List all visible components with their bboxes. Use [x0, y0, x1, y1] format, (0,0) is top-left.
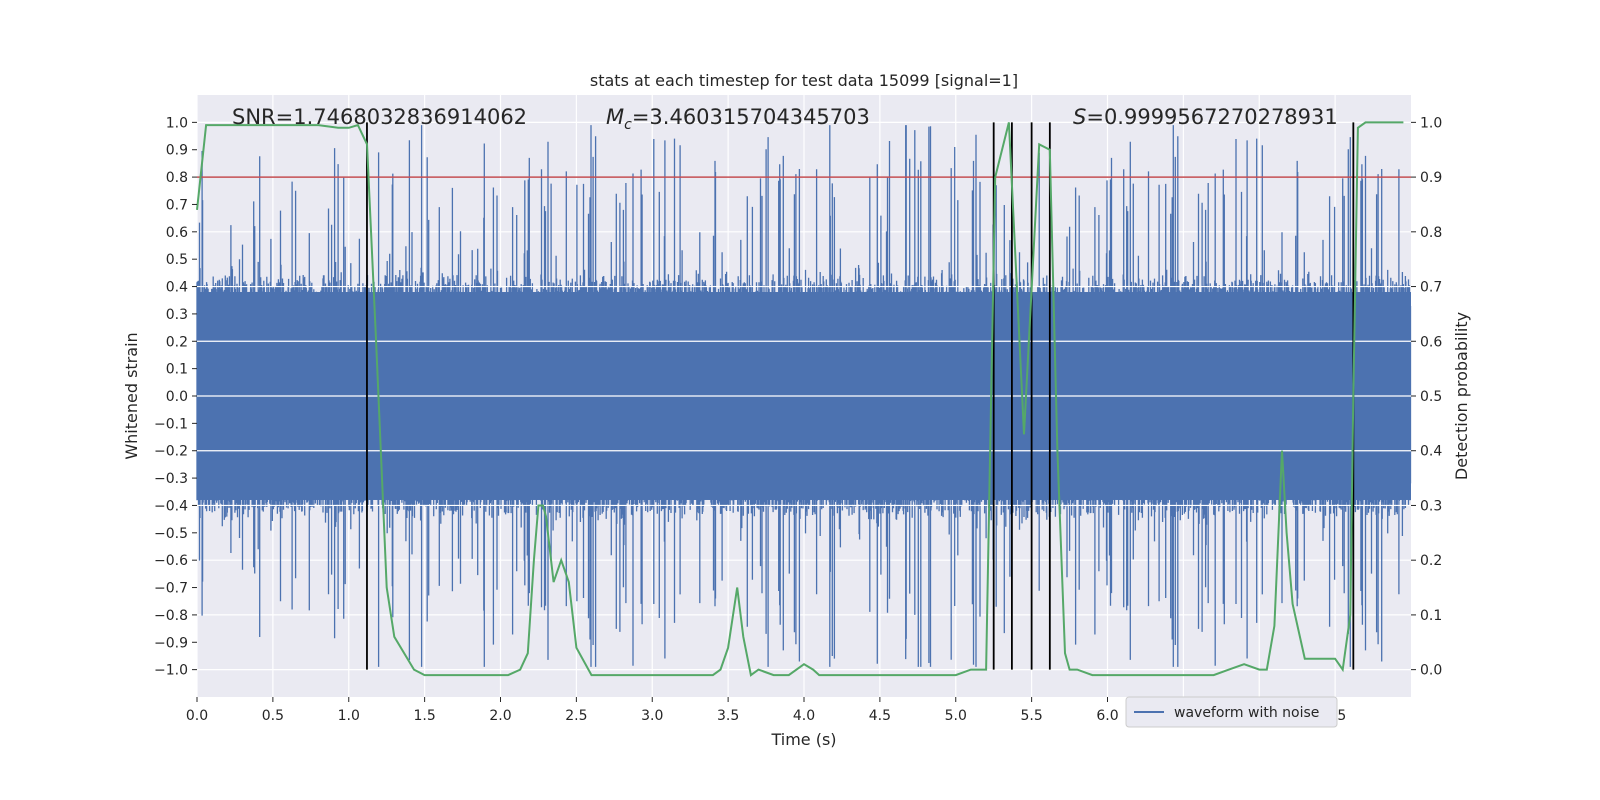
x-tick-label: 4.0: [793, 708, 815, 724]
y2-tick-label: 1.0: [1420, 115, 1442, 131]
y-tick-label: 0.2: [166, 334, 188, 350]
s-annotation: S=0.9999567270278931: [1073, 105, 1338, 129]
y2-tick-label: 0.6: [1420, 334, 1442, 350]
y-tick-label: −1.0: [154, 663, 188, 679]
y-tick-label: −0.1: [154, 416, 188, 432]
y-tick-label: 0.1: [166, 362, 188, 378]
mc-value: =3.460315704345703: [632, 105, 870, 129]
y2-axis-label: Detection probability: [1452, 312, 1471, 480]
x-tick-label: 3.0: [641, 708, 663, 724]
x-tick-label: 1.5: [413, 708, 435, 724]
s-symbol: S: [1073, 105, 1086, 129]
y2-tick-label: 0.4: [1420, 444, 1442, 460]
y2-tick-label: 0.8: [1420, 225, 1442, 241]
y-tick-label: −0.7: [154, 581, 188, 597]
x-tick-label: 1.0: [338, 708, 360, 724]
y-tick-label: 0.4: [166, 280, 188, 296]
y2-tick-label: 0.7: [1420, 280, 1442, 296]
x-tick-label: 0.0: [186, 708, 208, 724]
x-tick-label: 2.0: [489, 708, 511, 724]
y-tick-label: −0.6: [154, 553, 188, 569]
mc-subscript: c: [624, 117, 632, 133]
left-axis-ticks: 1.0 0.9 0.8 0.7 0.6 0.5 0.4 0.3 0.2 0.1 0.0 −0.1 −0.…: [154, 115, 197, 679]
y-tick-label: −0.4: [154, 498, 188, 514]
y2-tick-label: 0.2: [1420, 553, 1442, 569]
detection-probability-line: [196, 121, 1404, 677]
s-value: =0.9999567270278931: [1086, 105, 1337, 129]
y2-tick-label: 0.0: [1420, 663, 1442, 679]
y-tick-label: 0.6: [166, 225, 188, 241]
chart-title: stats at each timestep for test data 150…: [590, 71, 1018, 90]
y-tick-label: −0.9: [154, 635, 188, 651]
right-axis-ticks: 1.0 0.9 0.8 0.7 0.6 0.5 0.4 0.3 0.2 0.1 0.0: [1411, 115, 1442, 679]
x-tick-label: 5.5: [1020, 708, 1042, 724]
y-tick-label: −0.3: [154, 471, 188, 487]
x-tick-label: 3.5: [717, 708, 739, 724]
y-axis-label: Whitened strain: [122, 332, 141, 459]
y-tick-label: 0.3: [166, 307, 188, 323]
mc-annotation: Mc=3.460315704345703: [606, 105, 870, 133]
y-tick-label: 1.0: [166, 115, 188, 131]
waveform-series: [196, 125, 1412, 667]
x-tick-label: 0.5: [262, 708, 284, 724]
y2-tick-label: 0.5: [1420, 389, 1442, 405]
snr-annotation: SNR=1.7468032836914062: [232, 105, 527, 129]
x-tick-label: 6.0: [1096, 708, 1118, 724]
legend-entry: waveform with noise: [1174, 705, 1319, 721]
legend-box: [1125, 696, 1338, 728]
legend: waveform with noise: [1125, 696, 1338, 728]
y-tick-label: −0.5: [154, 526, 188, 542]
y2-tick-label: 0.9: [1420, 170, 1442, 186]
y-tick-label: 0.5: [166, 252, 188, 268]
y2-tick-label: 0.1: [1420, 608, 1442, 624]
y-tick-label: 0.9: [166, 143, 188, 159]
y-tick-label: 0.0: [166, 389, 188, 405]
x-axis-label: Time (s): [770, 730, 836, 749]
x-tick-label: 5.0: [945, 708, 967, 724]
y-tick-label: 0.8: [166, 170, 188, 186]
y-tick-label: −0.8: [154, 608, 188, 624]
y-tick-label: −0.2: [154, 444, 188, 460]
mc-symbol: M: [606, 105, 624, 129]
y2-tick-label: 0.3: [1420, 498, 1442, 514]
x-tick-label: 4.5: [869, 708, 891, 724]
y-tick-label: 0.7: [166, 197, 188, 213]
x-tick-label: 2.5: [565, 708, 587, 724]
